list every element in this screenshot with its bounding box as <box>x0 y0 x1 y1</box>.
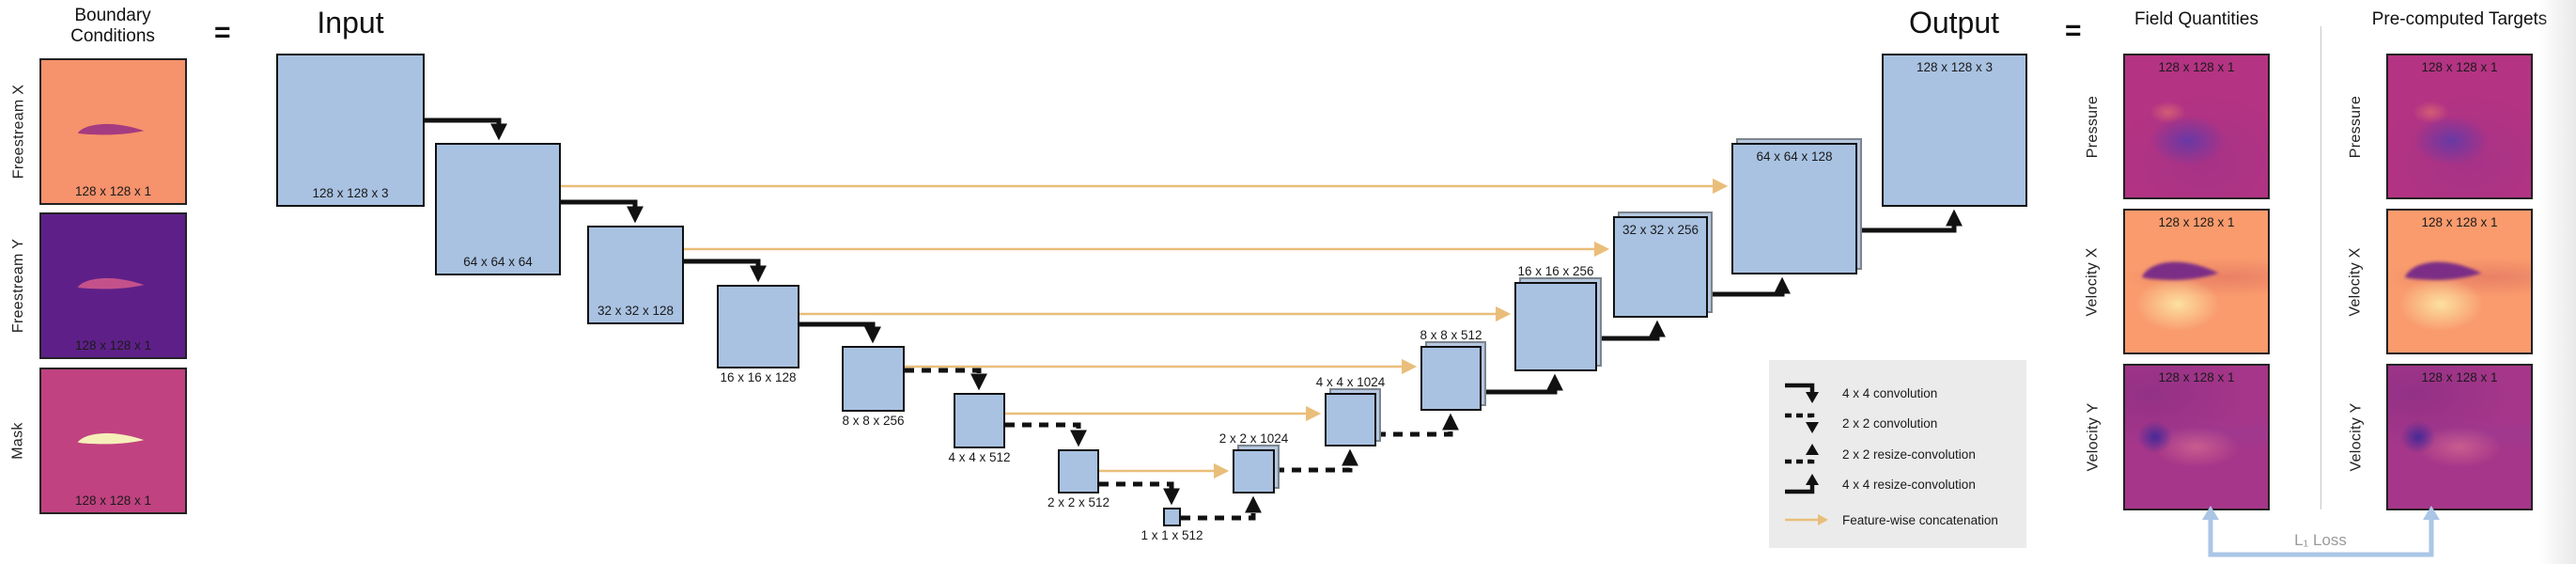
boundary-conditions-title: Boundary Conditions <box>70 6 155 46</box>
dims-label: 128 x 128 x 1 <box>2421 215 2498 229</box>
dashed-up-arrow-icon <box>1785 444 1819 464</box>
precomputed-targets-title: Pre-computed Targets <box>2371 9 2548 29</box>
airfoil-shape <box>2404 261 2482 280</box>
legend-box: 4 x 4 convolution 2 x 2 convolution 2 x … <box>1769 360 2026 548</box>
solid-up-arrow-icon <box>1785 474 1819 494</box>
target-velocity-y-image: 128 x 128 x 1 <box>2386 364 2533 510</box>
dims-label: 128 x 128 x 1 <box>74 494 152 508</box>
input-title: Input <box>317 6 384 39</box>
unet-box-enc32: 32 x 32 x 128 <box>587 226 684 324</box>
unet-box-dec16: 16 x 16 x 256 <box>1514 264 1597 371</box>
freestream-y-image: 128 x 128 x 1 <box>39 212 187 359</box>
solid-down-arrow-icon <box>1785 383 1819 403</box>
unet-box-enc8: 8 x 8 x 256 <box>842 346 905 428</box>
mask-image: 128 x 128 x 1 <box>39 368 187 514</box>
column-divider <box>2320 26 2321 509</box>
dims-label: 128 x 128 x 1 <box>74 184 152 198</box>
unet-box-dec4: 4 x 4 x 1024 <box>1316 375 1385 446</box>
field-velocity-y-image: 128 x 128 x 1 <box>2123 364 2270 510</box>
legend-item: 4 x 4 resize-convolution <box>1782 470 1976 498</box>
output-title: Output <box>1908 6 2000 39</box>
l1-loss-label: L₁ Loss <box>2294 531 2347 549</box>
legend-item: Feature-wise concatenation <box>1782 506 1998 534</box>
unet-box-enc2: 2 x 2 x 512 <box>1047 449 1110 509</box>
target-pressure-image: 128 x 128 x 1 <box>2386 54 2533 199</box>
concatenation-arrow-icon <box>1785 514 1828 525</box>
equals-sign-left: = <box>214 17 231 48</box>
unet-box-input: 128 x 128 x 3 <box>276 54 425 207</box>
unet-box-enc16: 16 x 16 x 128 <box>717 285 799 384</box>
dims-label: 128 x 128 x 1 <box>2158 215 2235 229</box>
dashed-down-arrow-icon <box>1785 413 1819 433</box>
unet-box-dec8: 8 x 8 x 512 <box>1420 328 1482 411</box>
dims-label: 128 x 128 x 1 <box>2421 60 2498 74</box>
airfoil-shape <box>77 277 145 290</box>
dims-label: 128 x 128 x 1 <box>2158 60 2235 74</box>
unet-box-enc1: 1 x 1 x 512 <box>1141 508 1203 542</box>
page-edge-fade <box>2538 0 2576 564</box>
legend-item: 2 x 2 resize-convolution <box>1782 440 1976 468</box>
unet-box-dec64: 64 x 64 x 128 <box>1731 143 1857 274</box>
target-velocity-x-image: 128 x 128 x 1 <box>2386 209 2533 354</box>
legend-item: 2 x 2 convolution <box>1782 409 1937 437</box>
field-pressure-image: 128 x 128 x 1 <box>2123 54 2270 199</box>
equals-sign-right: = <box>2065 15 2082 46</box>
unet-box-enc64: 64 x 64 x 64 <box>435 143 561 275</box>
freestream-x-image: 128 x 128 x 1 <box>39 58 187 205</box>
unet-box-dec2: 2 x 2 x 1024 <box>1219 431 1288 494</box>
airfoil-shape <box>77 432 145 445</box>
field-velocity-x-image: 128 x 128 x 1 <box>2123 209 2270 354</box>
unet-box-output: 128 x 128 x 3 <box>1882 54 2027 207</box>
unet-box-enc4: 4 x 4 x 512 <box>948 393 1011 464</box>
airfoil-shape <box>77 123 145 135</box>
field-quantities-title: Field Quantities <box>2134 9 2259 29</box>
dims-label: 128 x 128 x 1 <box>74 338 152 352</box>
unet-box-dec32: 32 x 32 x 256 <box>1613 216 1708 318</box>
airfoil-shape <box>2141 261 2219 280</box>
dims-label: 128 x 128 x 1 <box>2158 370 2235 384</box>
legend-item: 4 x 4 convolution <box>1782 379 1937 407</box>
dims-label: 128 x 128 x 1 <box>2421 370 2498 384</box>
